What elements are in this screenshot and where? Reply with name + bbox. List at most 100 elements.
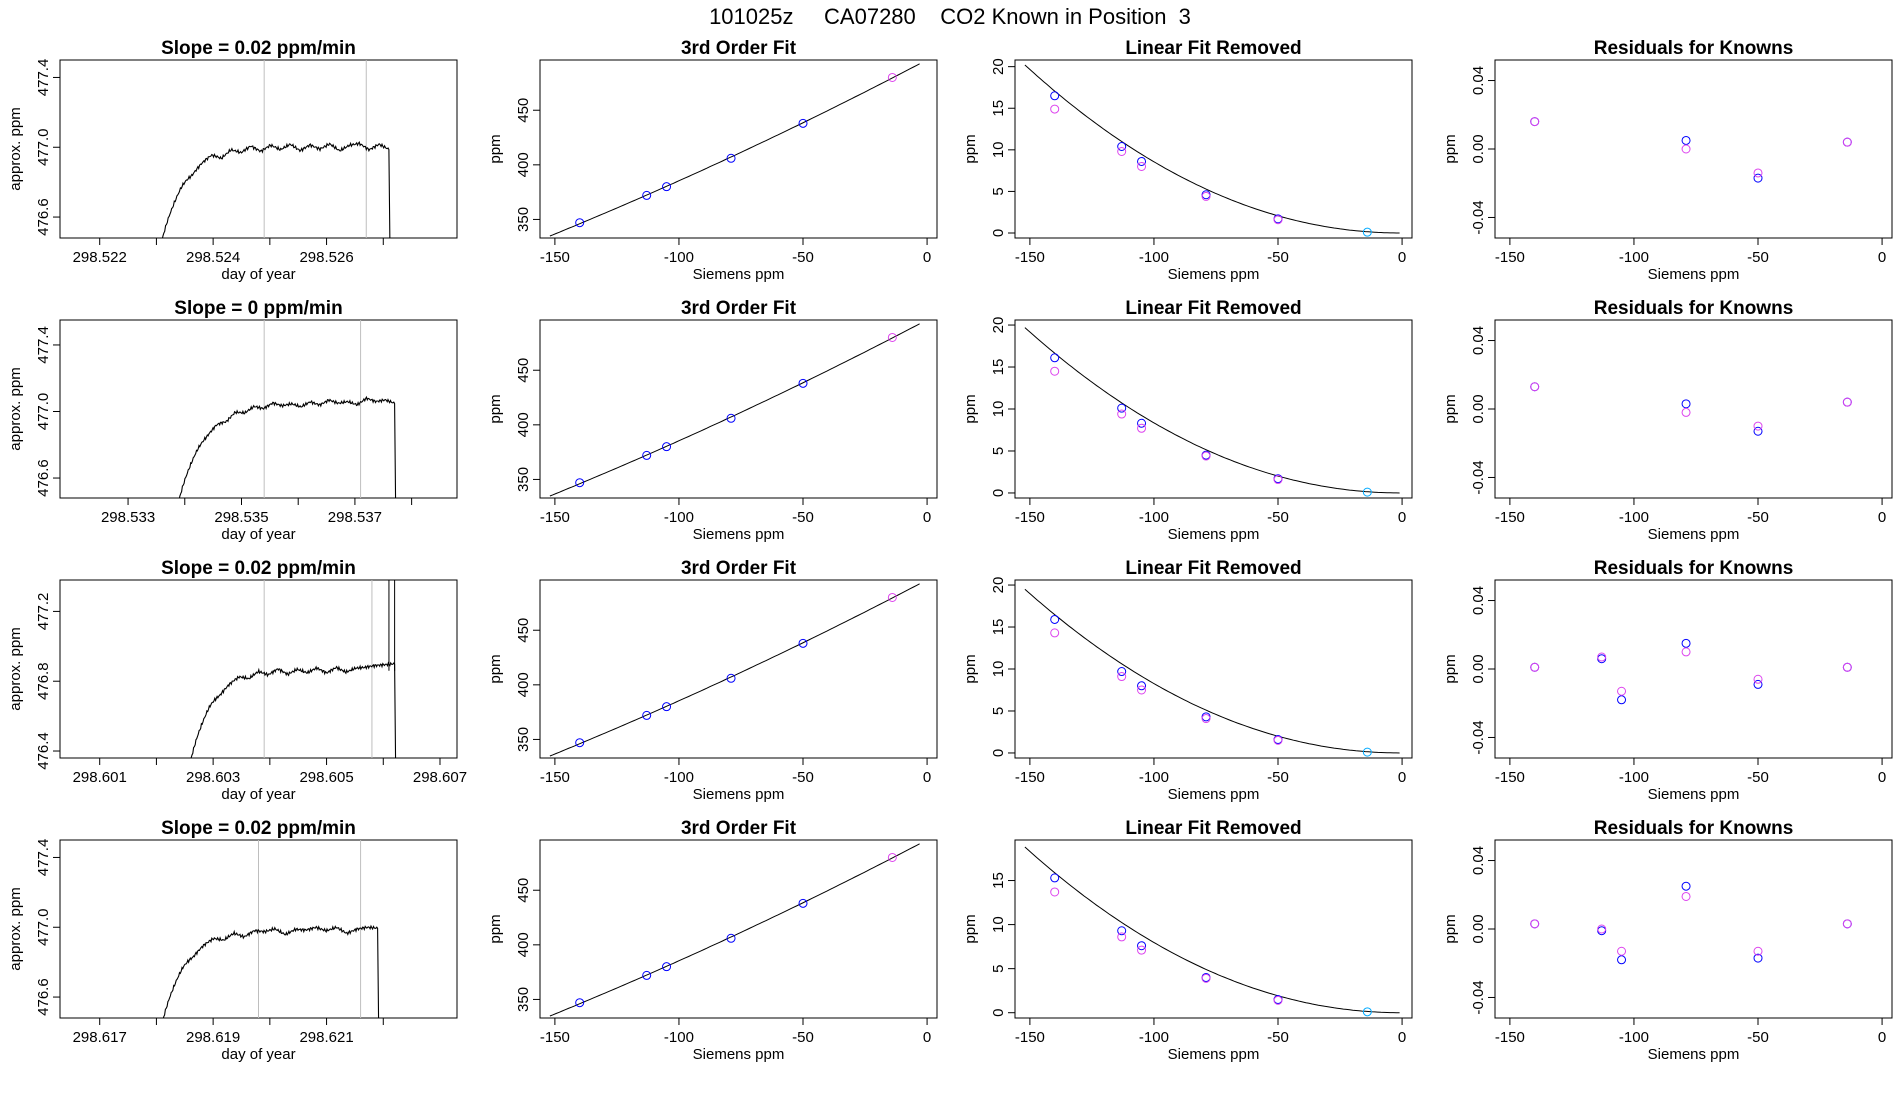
trace-line (162, 924, 380, 1018)
x-tick-label: 0 (923, 249, 931, 266)
x-tick-label: 298.524 (186, 249, 240, 266)
trace-line (161, 141, 391, 238)
panel-fit-1: 3rd Order Fit -150 -100 -50 0 350 400 450 Siemen… (487, 38, 938, 283)
data-point (1050, 628, 1060, 638)
data-point (1137, 161, 1147, 171)
data-point (1362, 747, 1372, 757)
y-tick-label: 20 (990, 58, 1007, 75)
x-tick-label: -50 (792, 769, 814, 786)
y-tick-label: 400 (515, 412, 532, 437)
y-axis-label: approx. ppm (7, 107, 24, 190)
data-point (1530, 662, 1540, 672)
panel-title: Linear Fit Removed (1125, 38, 1301, 59)
data-point (1137, 681, 1147, 691)
data-point (1681, 144, 1691, 154)
data-point (1597, 926, 1607, 936)
data-point (1137, 685, 1147, 695)
trace-line (178, 395, 397, 498)
plot-frame (1014, 59, 1413, 239)
plot-data (1024, 327, 1400, 497)
data-point (1362, 1007, 1372, 1017)
data-point (1117, 409, 1127, 419)
data-point (1842, 137, 1852, 147)
x-tick-label: -100 (664, 509, 694, 526)
data-point (642, 450, 652, 460)
plot-frame (1494, 319, 1893, 499)
data-point (1617, 695, 1627, 705)
data-point (1530, 117, 1540, 127)
data-point (1530, 919, 1540, 929)
panel-res-4: Residuals for Knowns -150 -100 -50 0 -0.04 0.0… (1442, 818, 1893, 1063)
y-tick-label: 5 (990, 707, 1007, 715)
y-axis-label: ppm (1442, 394, 1459, 423)
y-axis-label: ppm (1442, 654, 1459, 683)
x-tick-label: -50 (1267, 769, 1289, 786)
x-tick-label: -100 (664, 769, 694, 786)
y-tick-label: 5 (990, 447, 1007, 455)
x-tick-label: -50 (1747, 1029, 1769, 1046)
x-axis-label: Siemens ppm (1168, 526, 1260, 543)
panel-trace-4: Slope = 0.02 ppm/min 298.617 298.619 298.62… (7, 818, 458, 1063)
x-tick-label: 298.522 (73, 249, 127, 266)
data-point (1117, 142, 1127, 152)
fit-curve (549, 583, 920, 757)
x-axis-label: day of year (221, 1046, 295, 1063)
x-tick-label: 0 (923, 509, 931, 526)
y-tick-label: 350 (515, 207, 532, 232)
data-point (1117, 403, 1127, 413)
panel-title: Slope = 0.02 ppm/min (161, 818, 356, 839)
x-tick-label: -150 (540, 1029, 570, 1046)
x-tick-label: 0 (923, 1029, 931, 1046)
data-point (1137, 156, 1147, 166)
data-point (1681, 399, 1691, 409)
y-axis-label: ppm (1442, 134, 1459, 163)
plot-frame (1014, 319, 1413, 499)
y-tick-label: -0.04 (1470, 200, 1487, 234)
y-axis-label: ppm (487, 394, 504, 423)
data-point (1842, 919, 1852, 929)
data-point (1753, 426, 1763, 436)
plot-frame (1014, 579, 1413, 759)
plot-data (1024, 588, 1400, 757)
x-tick-label: 298.601 (73, 769, 127, 786)
y-tick-label: 0.04 (1470, 66, 1487, 95)
data-point (575, 998, 585, 1008)
trace-line (190, 661, 397, 758)
plot-frame (1494, 839, 1893, 1019)
data-point (1201, 973, 1211, 983)
data-point (1117, 932, 1127, 942)
y-tick-label: 476.6 (35, 198, 52, 236)
plot-frame (1014, 839, 1413, 1019)
y-axis-label: approx. ppm (7, 367, 24, 450)
x-tick-label: 0 (1398, 249, 1406, 266)
y-tick-label: -0.04 (1470, 460, 1487, 494)
y-tick-label: 476.6 (35, 978, 52, 1016)
panel-title: Slope = 0.02 ppm/min (161, 558, 356, 579)
panel-title: Linear Fit Removed (1125, 298, 1301, 319)
plot-data (549, 323, 920, 497)
x-tick-label: 298.533 (101, 509, 155, 526)
x-axis-label: Siemens ppm (693, 526, 785, 543)
y-tick-label: 0.00 (1470, 134, 1487, 163)
plot-data (1024, 846, 1400, 1017)
x-tick-label: 0 (1398, 769, 1406, 786)
x-tick-label: -100 (1619, 509, 1649, 526)
panel-title: Linear Fit Removed (1125, 558, 1301, 579)
panel-lin-1: Linear Fit Removed -150 -100 -50 0 0 5 10 15 20 Si… (962, 38, 1413, 283)
x-tick-label: 298.526 (299, 249, 353, 266)
data-point (726, 673, 736, 683)
panel-title: Residuals for Knowns (1594, 558, 1794, 579)
x-tick-label: 0 (1878, 1029, 1886, 1046)
x-tick-label: 0 (1398, 509, 1406, 526)
panel-trace-2: Slope = 0 ppm/min 298.533 298.535 298.537 47… (7, 298, 458, 543)
plot-data (1024, 64, 1400, 237)
plot-frame (59, 59, 458, 239)
x-tick-label: 0 (923, 769, 931, 786)
panel-res-2: Residuals for Knowns -150 -100 -50 0 -0.04 0.0… (1442, 298, 1893, 543)
x-tick-label: -100 (664, 1029, 694, 1046)
data-point (1753, 679, 1763, 689)
x-tick-label: -150 (1015, 769, 1045, 786)
y-tick-label: 477.4 (35, 59, 52, 97)
x-tick-label: -100 (1139, 1029, 1169, 1046)
panel-fit-4: 3rd Order Fit -150 -100 -50 0 350 400 450 Siemen… (487, 818, 938, 1063)
